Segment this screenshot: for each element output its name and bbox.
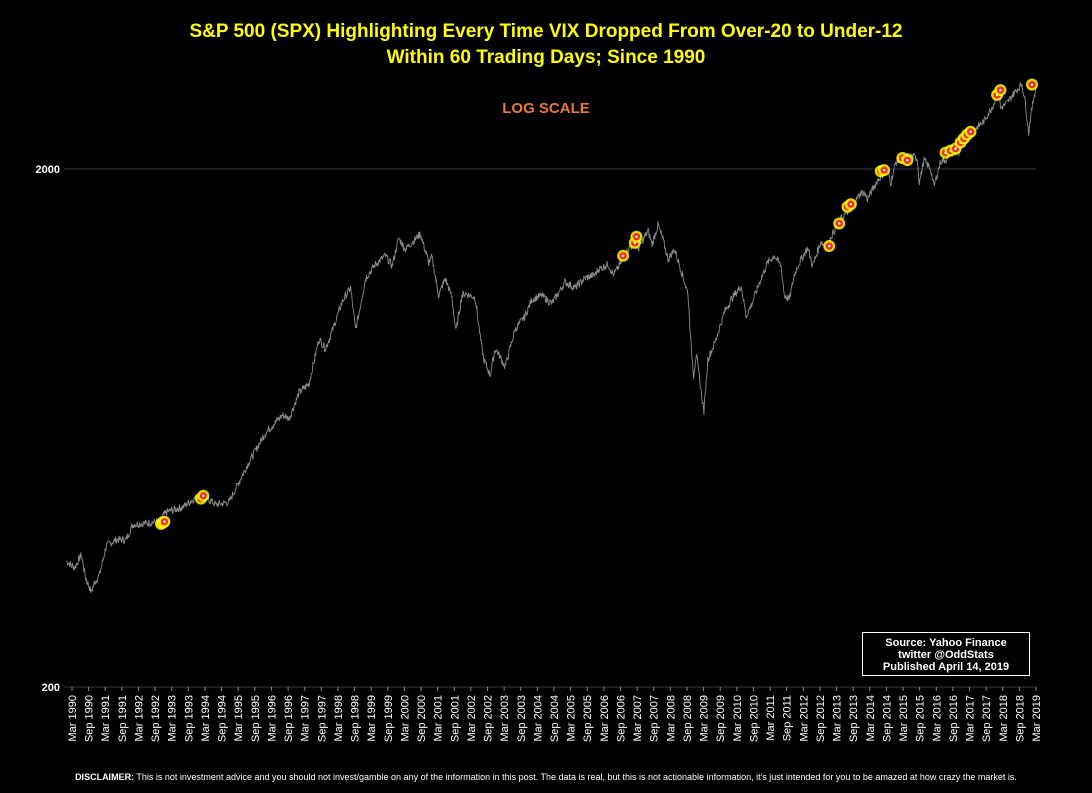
x-tick-label: Mar 2014 (865, 695, 877, 741)
highlight-point (833, 217, 846, 230)
x-tick-label: Sep 2009 (715, 695, 727, 742)
x-tick-label: Sep 2003 (516, 695, 528, 742)
x-tick-label: Mar 1998 (333, 695, 345, 741)
x-tick-label: Mar 2006 (599, 695, 611, 741)
x-tick-label: Mar 1991 (100, 695, 112, 741)
disclaimer-text: This is not investment advice and you sh… (136, 772, 1017, 782)
x-tick-label: Mar 2002 (466, 695, 478, 741)
highlight-point (158, 515, 171, 528)
chart-title-line2: Within 60 Trading Days; Since 1990 (387, 47, 706, 68)
chart-subtitle: LOG SCALE (502, 100, 590, 117)
highlight-point (878, 164, 891, 177)
grid-lines (64, 168, 1036, 688)
x-tick-label: Mar 2001 (433, 695, 445, 741)
x-tick-label: Sep 2014 (881, 695, 893, 742)
x-tick-label: Sep 1998 (350, 695, 362, 742)
x-tick-label: Sep 2002 (483, 695, 495, 742)
x-tick-label: Mar 2016 (931, 695, 943, 741)
highlight-markers (155, 78, 1039, 530)
x-tick-label: Mar 2013 (832, 695, 844, 741)
x-tick-label: Mar 2000 (399, 695, 411, 741)
x-tick-label: Mar 2018 (998, 695, 1010, 741)
highlight-point (844, 198, 857, 211)
x-tick-label: Mar 2004 (532, 695, 544, 741)
x-tick-label: Sep 2013 (848, 695, 860, 742)
x-tick-label: Mar 1994 (200, 695, 212, 741)
x-tick-label: Mar 2008 (665, 695, 677, 741)
y-tick-label: 200 (42, 682, 60, 694)
x-tick-label: Sep 2017 (981, 695, 993, 742)
x-tick-label: Mar 2015 (898, 695, 910, 741)
x-tick-label: Sep 2004 (549, 695, 561, 742)
chart-title: S&P 500 (SPX) Highlighting Every Time VI… (189, 21, 902, 42)
source-box: Source: Yahoo Finance twitter @OddStats … (862, 632, 1030, 676)
x-tick-label: Mar 2003 (499, 695, 511, 741)
y-tick-label: 2000 (36, 164, 60, 176)
disclaimer-label: DISCLAIMER: (75, 772, 135, 782)
highlight-point (630, 230, 643, 243)
x-tick-label: Sep 2016 (948, 695, 960, 742)
x-tick-label: Sep 1994 (217, 695, 229, 742)
x-tick-label: Mar 2005 (566, 695, 578, 741)
x-tick-label: Sep 1991 (117, 695, 129, 742)
x-tick-label: Sep 2018 (1014, 695, 1026, 742)
highlight-point (901, 154, 914, 167)
x-tick-label: Sep 2011 (782, 695, 794, 741)
x-tick-label: Sep 2015 (915, 695, 927, 742)
highlight-point (1026, 78, 1039, 91)
published-line: Published April 14, 2019 (882, 661, 1010, 673)
y-axis-ticks: 200 2000 (36, 164, 60, 694)
series-layer (66, 82, 1037, 593)
highlight-point (617, 249, 630, 262)
highlight-point (964, 125, 977, 138)
x-tick-label: Sep 2006 (615, 695, 627, 742)
x-tick-label: Sep 1992 (150, 695, 162, 742)
highlight-point (823, 240, 836, 253)
x-tick-label: Sep 1997 (316, 695, 328, 742)
x-tick-label: Mar 1992 (133, 695, 145, 741)
x-axis-ticks: Mar 1990 Sep 1990 Mar 1991 Sep 1991 Mar 1992… (67, 687, 1043, 742)
highlight-point (994, 84, 1007, 97)
x-tick-label: Mar 1996 (266, 695, 278, 741)
x-tick-label: Mar 1995 (233, 695, 245, 741)
x-tick-label: Sep 2008 (682, 695, 694, 742)
disclaimer: DISCLAIMER: This is not investment advic… (0, 772, 1092, 782)
x-tick-label: Sep 1996 (283, 695, 295, 742)
x-tick-label: Mar 2012 (798, 695, 810, 741)
x-tick-label: Sep 2012 (815, 695, 827, 742)
x-tick-label: Sep 1990 (84, 695, 96, 742)
highlight-point (197, 489, 210, 502)
x-tick-label: Mar 1990 (67, 695, 79, 741)
twitter-line: twitter @OddStats (898, 649, 994, 661)
x-tick-label: Sep 1999 (383, 695, 395, 742)
x-tick-label: Mar 1993 (167, 695, 179, 741)
x-tick-label: Sep 2005 (582, 695, 594, 742)
x-tick-label: Mar 2011 (765, 695, 777, 741)
x-tick-label: Sep 2000 (416, 695, 428, 742)
x-tick-label: Sep 1995 (250, 695, 262, 742)
x-tick-label: Mar 2010 (732, 695, 744, 741)
x-tick-label: Mar 2007 (632, 695, 644, 741)
x-tick-label: Mar 1999 (366, 695, 378, 741)
x-tick-label: Sep 1993 (183, 695, 195, 742)
x-tick-label: Sep 2001 (449, 695, 461, 742)
x-tick-label: Mar 2009 (699, 695, 711, 741)
x-tick-label: Mar 2017 (965, 695, 977, 741)
series-line-spx (66, 82, 1037, 593)
x-tick-label: Sep 2010 (748, 695, 760, 742)
source-line: Source: Yahoo Finance (885, 637, 1007, 649)
x-tick-label: Sep 2007 (649, 695, 661, 742)
x-tick-label: Mar 2019 (1031, 695, 1043, 741)
x-tick-label: Mar 1997 (300, 695, 312, 741)
